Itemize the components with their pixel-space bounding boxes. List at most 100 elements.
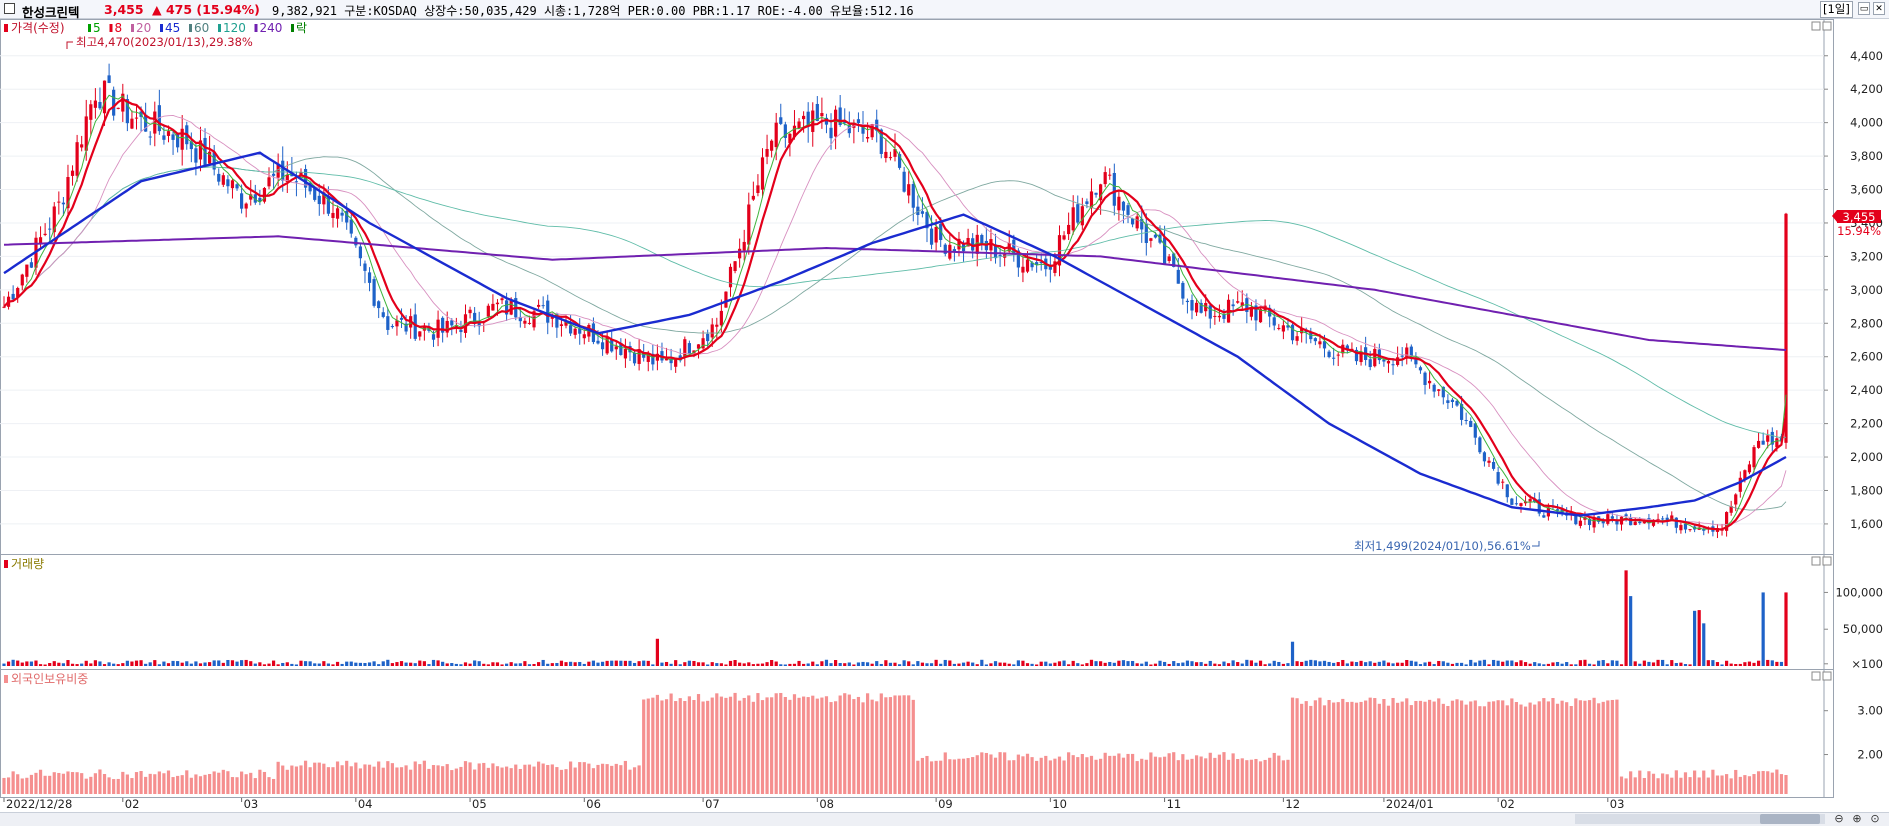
candle-body — [80, 144, 84, 148]
foreign-panel-min-icon[interactable] — [1811, 671, 1821, 681]
chart-canvas[interactable]: 1,600 1,800 2,000 2,200 2,400 2,600 2,800 3,000… — [0, 19, 1889, 811]
volume-bar — [1428, 661, 1432, 666]
volume-bar — [1629, 596, 1633, 666]
period-button[interactable]: [1일] — [1820, 1, 1853, 18]
foreign-bar — [546, 764, 550, 794]
foreign-bar — [1533, 704, 1537, 794]
candle — [43, 223, 47, 237]
foreign-panel-close-icon[interactable] — [1822, 671, 1832, 681]
foreign-bar — [1633, 777, 1637, 794]
foreign-bar — [1158, 757, 1162, 794]
volume-panel-close-icon[interactable] — [1822, 556, 1832, 566]
scroll-thumb[interactable] — [1760, 814, 1820, 824]
volume-bar — [427, 664, 431, 666]
candle — [1455, 399, 1459, 407]
candle — [1332, 347, 1336, 366]
volume-panel-min-icon[interactable] — [1811, 556, 1821, 566]
price-panel-close-icon[interactable] — [1822, 21, 1832, 31]
candle-body — [939, 224, 943, 240]
price-panel-min-icon[interactable] — [1811, 21, 1821, 31]
foreign-bar — [646, 698, 650, 794]
candle — [1249, 301, 1253, 321]
volume-bar — [235, 661, 239, 666]
candle — [1459, 395, 1464, 426]
candle-body — [683, 339, 687, 357]
low-label: 최저1,499(2024/01/10),56.61% — [1354, 539, 1531, 553]
foreign-bar — [326, 767, 331, 794]
volume-bar — [1245, 659, 1249, 666]
volume-bar — [121, 663, 125, 666]
candle-body — [1391, 364, 1395, 366]
candle-body — [1199, 302, 1203, 313]
candle — [1277, 324, 1281, 331]
candle-body — [1336, 354, 1340, 356]
x-label-11: 12 — [1285, 797, 1300, 811]
foreign-bar — [1172, 752, 1176, 794]
candle-body — [907, 184, 911, 196]
price-tick-3: 2,200 — [1850, 417, 1883, 431]
scroll-track[interactable] — [1575, 814, 1825, 824]
volume-bar — [1670, 660, 1674, 666]
candle — [418, 331, 422, 341]
candle-body — [888, 157, 893, 159]
candle — [80, 135, 84, 152]
foreign-bar — [550, 764, 554, 794]
zoom-in-icon[interactable]: ⊕ — [1852, 812, 1862, 825]
price-tick-8: 3,200 — [1850, 249, 1883, 263]
candle-body — [1697, 527, 1701, 530]
candle — [1615, 514, 1619, 531]
volume-bar — [221, 662, 225, 666]
candle-body — [1670, 515, 1674, 521]
volume-bar — [865, 662, 870, 666]
price-tick-11: 3,800 — [1850, 149, 1883, 163]
candle — [116, 107, 120, 110]
select-checkbox[interactable] — [4, 3, 15, 14]
candle-body — [148, 136, 152, 138]
candle-body — [637, 349, 641, 364]
zoom-out-icon[interactable]: ⊖ — [1834, 812, 1844, 825]
ma-legend-label-0: 5 — [93, 21, 101, 35]
candle — [1108, 168, 1112, 180]
candle — [363, 260, 367, 284]
zoom-reset-icon[interactable]: ⊙ — [1870, 812, 1880, 825]
volume-bar — [1190, 661, 1194, 666]
volume-bar — [706, 664, 710, 666]
foreign-bar — [632, 767, 637, 794]
candle-body — [774, 122, 778, 148]
candle-body — [861, 124, 865, 134]
candle — [89, 100, 93, 136]
foreign-bar — [1135, 761, 1139, 794]
candle — [107, 63, 111, 84]
candle-body — [1487, 460, 1491, 463]
foreign-bar — [1295, 698, 1299, 794]
candle-body — [240, 193, 244, 209]
foreign-bar — [281, 765, 285, 794]
candle — [1117, 191, 1121, 221]
volume-bar — [377, 664, 381, 666]
volume-bar — [1738, 663, 1742, 666]
candle — [194, 143, 198, 176]
candle — [1190, 294, 1194, 320]
volume-legend-swatch — [4, 560, 8, 568]
candle — [884, 138, 888, 163]
candle-body — [989, 239, 993, 251]
candle-body — [1775, 438, 1779, 448]
foreign-bar — [1747, 776, 1752, 794]
foreign-bar — [258, 769, 262, 794]
candle — [1437, 389, 1441, 397]
foreign-bar — [1720, 775, 1724, 794]
candle — [1756, 432, 1761, 449]
volume-bar — [1199, 662, 1203, 666]
foreign-bar — [267, 777, 271, 794]
candle-body — [276, 163, 280, 178]
foreign-bar — [582, 762, 586, 794]
volume-bar — [1386, 662, 1391, 666]
candle-body — [893, 149, 897, 157]
volume-bar — [1446, 662, 1450, 666]
volume-bar — [1770, 660, 1774, 666]
candle-body — [1459, 404, 1464, 420]
restore-icon[interactable]: ▭ — [1858, 2, 1870, 15]
close-icon[interactable]: ✕ — [1873, 2, 1885, 15]
candle — [198, 126, 203, 172]
volume-bar — [313, 663, 317, 666]
